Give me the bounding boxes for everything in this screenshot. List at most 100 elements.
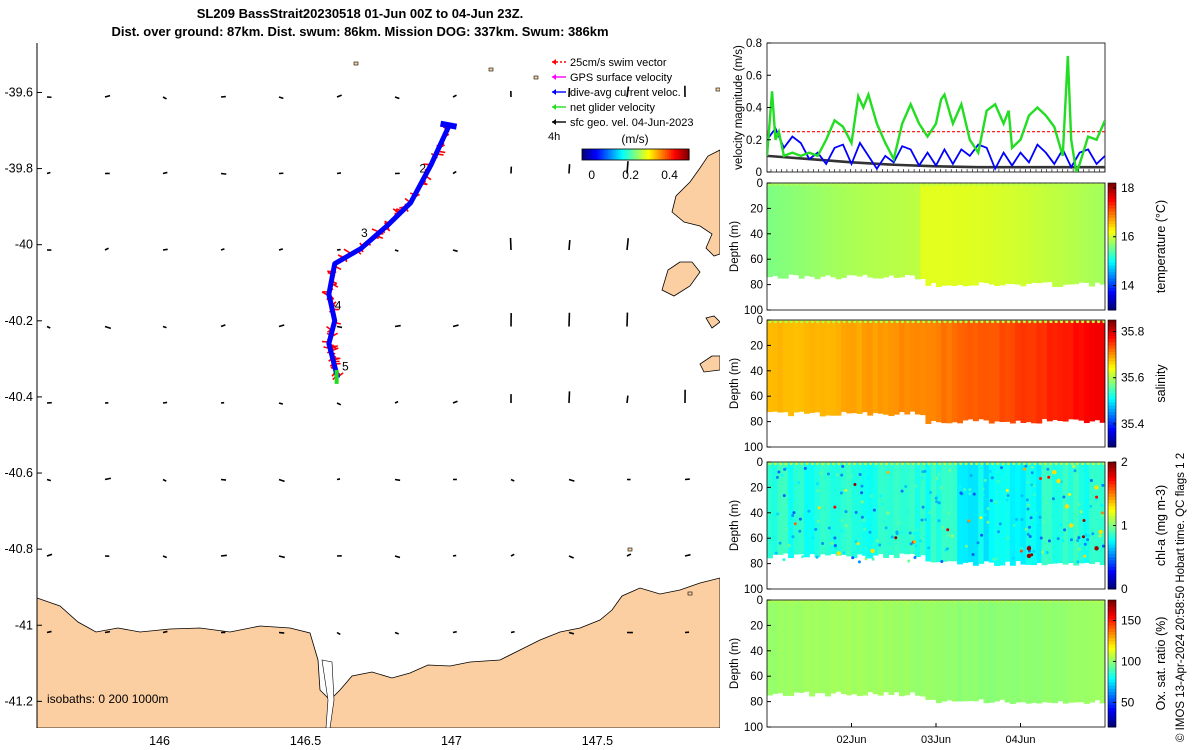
section-y-tick-label: 0 xyxy=(757,595,763,607)
section-y-tick-label: 60 xyxy=(750,254,763,266)
profile-marker xyxy=(932,600,936,604)
colorbar-cell xyxy=(605,149,609,160)
chl-sample xyxy=(1026,532,1030,536)
section-colorbar-cell xyxy=(1108,528,1116,533)
section-x-tick-label: 03Jun xyxy=(921,734,951,746)
geo-velocity-arrow xyxy=(162,248,168,251)
colorbar-cell xyxy=(687,149,690,160)
colorbar-tick: 0.4 xyxy=(661,168,678,182)
chl-sample xyxy=(946,528,950,532)
section-cell xyxy=(1009,183,1016,285)
chl-sample xyxy=(937,519,941,523)
section-colorbar-cell xyxy=(1108,320,1116,324)
chl-sample xyxy=(1065,498,1069,502)
section-cell xyxy=(1062,600,1069,704)
geo-velocity-arrow xyxy=(336,402,342,406)
chl-sample xyxy=(1042,520,1046,524)
section-cell xyxy=(1041,600,1048,703)
section-cell xyxy=(972,320,979,422)
islet-1 xyxy=(488,67,494,72)
chl-sample xyxy=(886,511,890,515)
colorbar-cell xyxy=(659,149,662,160)
chl-sample xyxy=(909,542,913,546)
section-cell xyxy=(819,462,826,555)
section-cell xyxy=(978,600,985,700)
section-cell xyxy=(782,462,789,554)
profile-marker xyxy=(826,462,830,466)
section-cell xyxy=(825,600,831,697)
profile-marker xyxy=(911,600,915,604)
section-colorbar-cell xyxy=(1108,389,1116,394)
colorbar-cell xyxy=(637,149,641,160)
profile-marker xyxy=(1065,600,1069,604)
geo-velocity-arrow xyxy=(626,238,630,251)
chl-sample xyxy=(815,482,819,486)
section-colorbar-cell xyxy=(1108,208,1116,213)
colorbar-cell xyxy=(679,149,682,160)
section-cell xyxy=(814,320,821,413)
geo-velocity-arrow xyxy=(220,324,226,328)
section-cell xyxy=(767,462,773,559)
section-colorbar-cell xyxy=(1108,434,1116,438)
chl-sample xyxy=(916,511,920,515)
profile-marker xyxy=(794,320,799,324)
chl-sample xyxy=(1032,549,1036,553)
section-y-tick-label: 40 xyxy=(750,229,763,241)
chl-sample xyxy=(798,517,802,521)
profile-marker xyxy=(768,600,772,604)
section-cell xyxy=(909,183,916,276)
profile-marker xyxy=(1033,320,1037,324)
section-cell xyxy=(877,320,884,414)
profile-marker xyxy=(1006,600,1011,604)
geo-velocity-arrow xyxy=(278,631,285,634)
section-cell xyxy=(1068,462,1074,564)
profile-marker xyxy=(879,600,883,604)
section-cell xyxy=(925,183,932,286)
section-cell xyxy=(825,320,831,416)
isobath-label: isobaths: 0 200 1000m xyxy=(47,692,168,706)
section-cell xyxy=(872,183,879,279)
section-colorbar-cell xyxy=(1108,600,1116,604)
section-cell xyxy=(782,320,789,413)
chl-sample xyxy=(840,518,844,522)
estuary xyxy=(321,659,335,728)
profile-marker xyxy=(1038,183,1042,187)
section-cell xyxy=(798,462,805,555)
section-cell xyxy=(1062,183,1069,285)
profile-marker xyxy=(784,600,788,604)
section-cell xyxy=(793,600,800,693)
profile-marker xyxy=(1022,462,1026,466)
section-colorbar-cell xyxy=(1108,653,1116,658)
profile-marker xyxy=(858,320,862,324)
section-cell xyxy=(819,600,826,694)
profile-marker xyxy=(1033,600,1037,604)
section-colorbar-cell xyxy=(1108,405,1116,410)
legend-arrowhead xyxy=(552,59,556,65)
day-label: 3 xyxy=(361,226,368,240)
chl-sample xyxy=(1094,498,1098,502)
section-colorbar-cell xyxy=(1108,271,1116,276)
section-colorbar-label: chl-a (mg m-3) xyxy=(1154,485,1168,566)
section-data-area xyxy=(767,462,1105,566)
profile-marker xyxy=(784,462,788,466)
chl-sample xyxy=(1020,547,1024,551)
profile-marker xyxy=(832,600,836,604)
profile-marker xyxy=(1070,183,1074,187)
section-cell xyxy=(793,462,800,555)
chl-sample xyxy=(905,510,909,514)
profile-marker xyxy=(773,600,777,604)
section-colorbar-cell xyxy=(1108,573,1116,577)
profile-marker xyxy=(900,320,905,324)
chl-sample xyxy=(971,552,975,556)
map-x-tick-label: 146 xyxy=(149,734,170,748)
chl-sample xyxy=(1023,467,1027,471)
geo-velocity-arrow xyxy=(452,400,458,404)
section-cell xyxy=(872,320,879,414)
section-colorbar-cell xyxy=(1108,698,1116,703)
colorbar-cell xyxy=(627,149,631,160)
section-cell xyxy=(798,320,805,412)
geo-velocity-arrow xyxy=(452,554,457,557)
section-cell xyxy=(941,600,948,702)
section-cell xyxy=(846,320,853,414)
section-colorbar-cell xyxy=(1108,625,1116,630)
